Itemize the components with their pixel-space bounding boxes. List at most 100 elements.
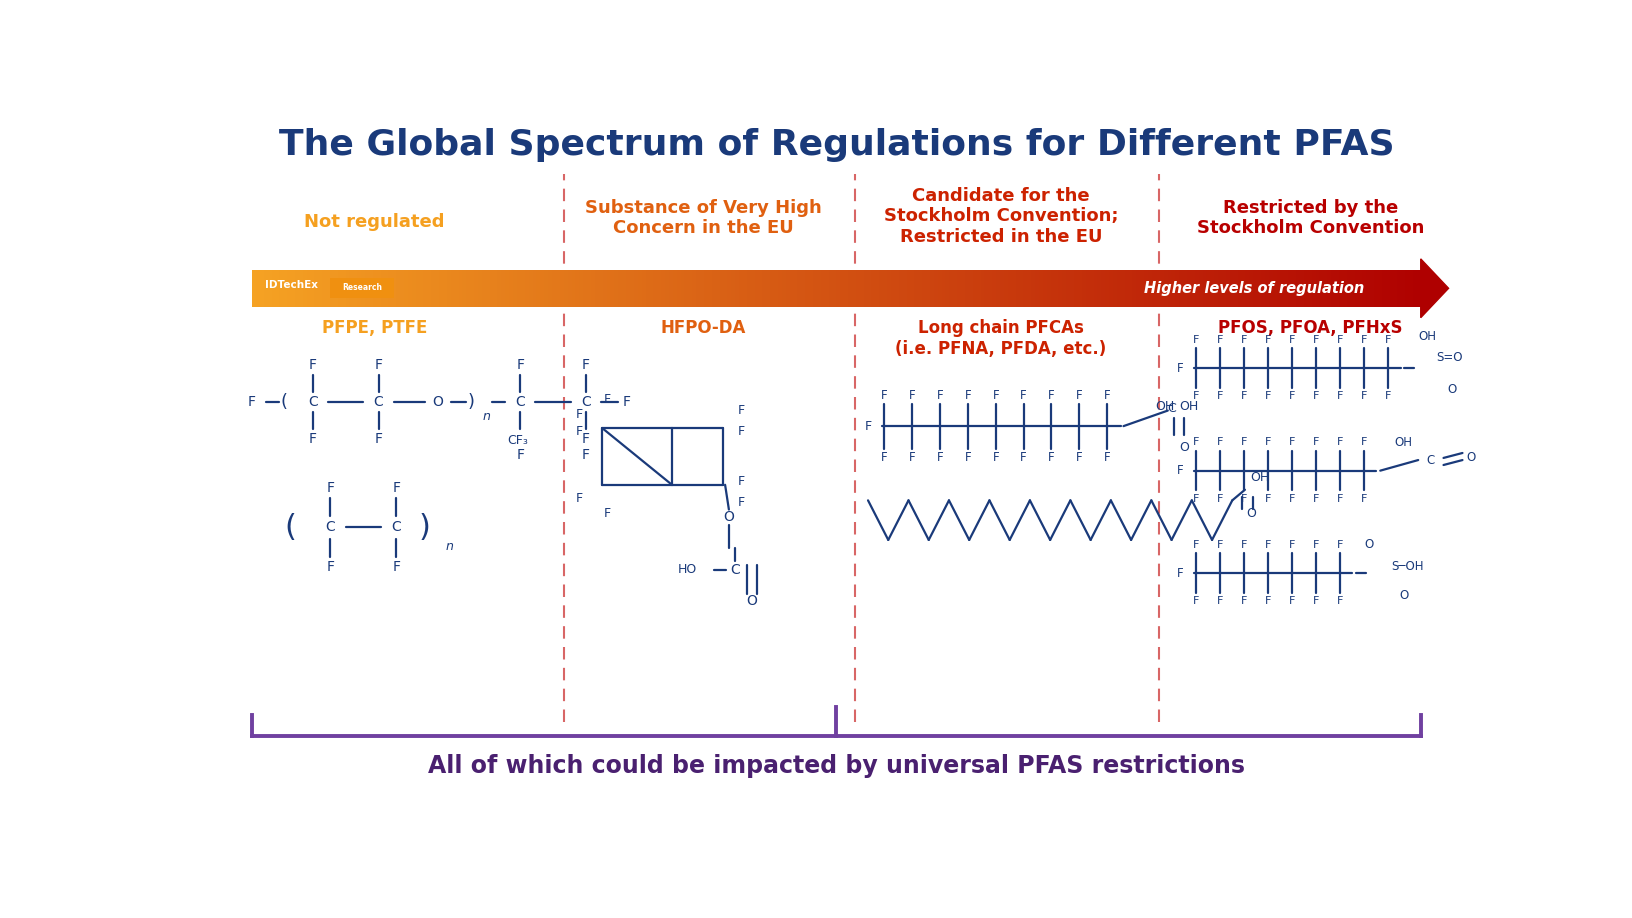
Bar (1371, 270, 1374, 307)
Text: F: F (1312, 540, 1319, 550)
Bar (501, 270, 506, 307)
Bar (875, 270, 880, 307)
Text: F: F (738, 475, 746, 487)
Text: F: F (516, 358, 524, 373)
Text: Candidate for the
Stockholm Convention;
Restricted in the EU: Candidate for the Stockholm Convention; … (883, 186, 1118, 246)
Bar (1160, 270, 1164, 307)
Bar (526, 270, 529, 307)
Bar (1351, 270, 1355, 307)
Bar (475, 270, 478, 307)
Text: F: F (1240, 540, 1247, 550)
Text: F: F (881, 388, 888, 401)
Text: (: ( (284, 513, 295, 542)
Bar (439, 270, 442, 307)
Bar (1172, 270, 1175, 307)
Text: C: C (326, 521, 335, 534)
Text: F: F (576, 408, 583, 420)
Bar (653, 270, 658, 307)
Text: F: F (1193, 540, 1200, 550)
Text: F: F (1384, 391, 1390, 401)
Bar (1319, 270, 1324, 307)
Bar (1046, 270, 1051, 307)
Text: F: F (1216, 494, 1222, 504)
Bar (450, 270, 455, 307)
Text: C: C (516, 395, 526, 409)
Bar (268, 270, 271, 307)
Bar (552, 270, 557, 307)
Bar (318, 270, 322, 307)
Bar (459, 270, 462, 307)
Bar (627, 270, 630, 307)
Bar (1144, 270, 1147, 307)
Text: F: F (1337, 540, 1343, 550)
Bar (658, 270, 661, 307)
Bar (548, 270, 552, 307)
Bar (602, 270, 607, 307)
Text: F: F (1240, 335, 1247, 345)
Text: F: F (1337, 597, 1343, 607)
Bar (930, 270, 934, 307)
Bar (824, 270, 829, 307)
Text: n: n (481, 409, 490, 422)
Text: F: F (1265, 540, 1271, 550)
Bar (349, 270, 354, 307)
Bar (1097, 270, 1102, 307)
Text: F: F (622, 395, 630, 409)
Bar (728, 270, 731, 307)
Text: F: F (1193, 494, 1200, 504)
Bar (560, 270, 563, 307)
Bar (338, 270, 341, 307)
Bar (734, 270, 739, 307)
Text: F: F (1075, 451, 1082, 464)
Bar (708, 270, 712, 307)
Text: F: F (738, 425, 746, 438)
Text: F: F (1265, 437, 1271, 447)
Bar (622, 270, 627, 307)
Bar (1226, 270, 1231, 307)
Bar (973, 270, 976, 307)
Text: OH: OH (1394, 436, 1412, 449)
Bar (661, 270, 664, 307)
Bar (1408, 270, 1413, 307)
Bar (832, 270, 836, 307)
Bar (942, 270, 945, 307)
Bar (1262, 270, 1265, 307)
Text: F: F (604, 507, 610, 520)
Text: F: F (1289, 391, 1294, 401)
Text: F: F (1177, 566, 1183, 579)
Bar (1268, 270, 1273, 307)
Bar (747, 270, 751, 307)
Bar (996, 270, 1000, 307)
Bar (1040, 270, 1043, 307)
Bar (793, 270, 798, 307)
Text: F: F (738, 404, 746, 417)
Bar (397, 270, 400, 307)
Bar (754, 270, 759, 307)
Bar (1180, 270, 1183, 307)
Text: F: F (1337, 391, 1343, 401)
Bar (1281, 270, 1284, 307)
Bar (493, 270, 498, 307)
Text: (: ( (281, 393, 287, 411)
Bar (723, 270, 728, 307)
Text: F: F (1312, 437, 1319, 447)
Text: F: F (1240, 391, 1247, 401)
Text: C: C (374, 395, 384, 409)
Bar (302, 270, 307, 307)
Text: O: O (1180, 441, 1190, 453)
Bar (400, 270, 405, 307)
Bar (630, 270, 633, 307)
Bar (712, 270, 716, 307)
Text: F: F (604, 394, 610, 407)
Bar (684, 270, 689, 307)
Text: F: F (326, 560, 335, 574)
Bar (517, 270, 521, 307)
Bar (607, 270, 610, 307)
Text: All of which could be impacted by universal PFAS restrictions: All of which could be impacted by univer… (428, 754, 1245, 778)
Bar (697, 270, 700, 307)
Bar (1164, 270, 1167, 307)
Bar (1090, 270, 1093, 307)
Bar (1071, 270, 1074, 307)
Text: S=O: S=O (1436, 351, 1462, 364)
Text: F: F (1216, 335, 1222, 345)
